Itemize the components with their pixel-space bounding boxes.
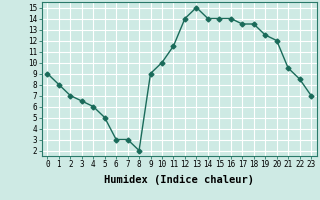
X-axis label: Humidex (Indice chaleur): Humidex (Indice chaleur) bbox=[104, 175, 254, 185]
